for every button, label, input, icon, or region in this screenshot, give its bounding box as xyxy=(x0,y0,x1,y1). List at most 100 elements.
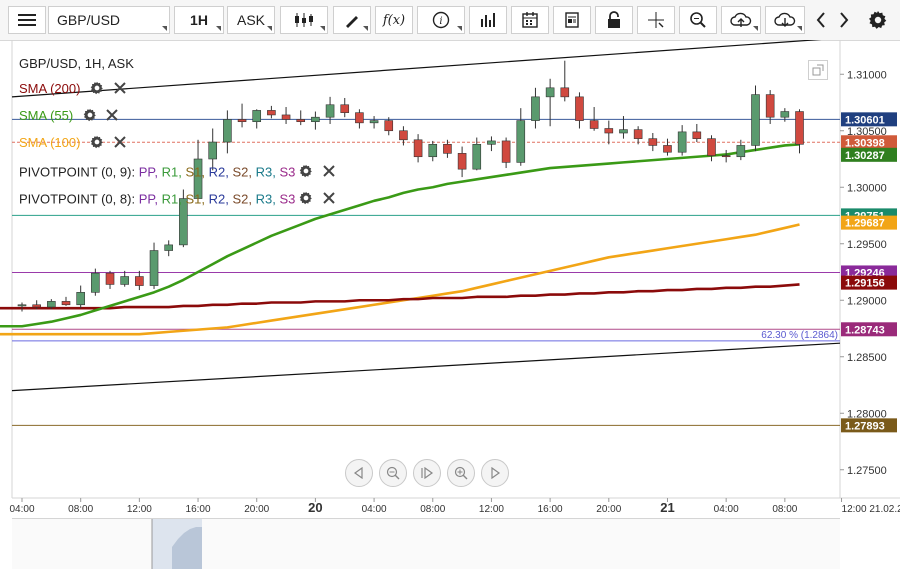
candle-body[interactable] xyxy=(267,110,276,116)
candle-body[interactable] xyxy=(355,112,364,124)
download-button[interactable] xyxy=(765,6,805,34)
candle-body[interactable] xyxy=(252,110,262,123)
candle-body[interactable] xyxy=(413,139,423,158)
candle-body[interactable] xyxy=(340,104,350,113)
candle-body[interactable] xyxy=(179,198,188,246)
candle-body[interactable] xyxy=(384,120,394,132)
candle-body[interactable] xyxy=(120,276,129,285)
candle-body[interactable] xyxy=(193,158,203,199)
candle-body[interactable] xyxy=(61,301,71,306)
candle-body[interactable] xyxy=(369,120,379,124)
price-type-select[interactable]: ASK xyxy=(227,6,275,34)
next-button[interactable] xyxy=(832,6,856,34)
bar-chart-button[interactable] xyxy=(469,6,507,34)
candle-body[interactable] xyxy=(648,138,658,146)
candle-body[interactable] xyxy=(237,119,247,123)
candle-body[interactable] xyxy=(164,244,173,251)
candle-body[interactable] xyxy=(560,87,570,98)
gear-icon[interactable] xyxy=(90,81,104,99)
draw-button[interactable] xyxy=(333,6,371,34)
sma100-line[interactable] xyxy=(0,223,800,336)
candle-body[interactable] xyxy=(428,144,438,158)
candle-body[interactable] xyxy=(765,94,775,118)
zoom-button[interactable] xyxy=(679,6,717,34)
close-icon[interactable] xyxy=(322,192,335,208)
candle-body[interactable] xyxy=(677,131,687,153)
candle-body[interactable] xyxy=(457,153,467,170)
gear-icon[interactable] xyxy=(299,164,313,182)
calendar-button[interactable] xyxy=(511,6,549,34)
upper-trendline[interactable] xyxy=(11,40,840,98)
candle-type-button[interactable] xyxy=(280,6,328,34)
candle-body[interactable] xyxy=(736,145,746,158)
overview-navigator[interactable] xyxy=(12,518,840,569)
zoom-out-button[interactable] xyxy=(379,459,407,487)
candle-body[interactable] xyxy=(47,301,56,308)
candle-body[interactable] xyxy=(751,94,760,146)
crosshair-icon xyxy=(648,12,664,28)
scroll-left-button[interactable] xyxy=(345,459,373,487)
candle-body[interactable] xyxy=(633,129,643,139)
candle-body[interactable] xyxy=(795,111,804,145)
candle-body[interactable] xyxy=(105,272,115,285)
gear-icon[interactable] xyxy=(299,191,313,209)
candle-body[interactable] xyxy=(17,304,27,307)
candle-body[interactable] xyxy=(692,131,702,139)
candle-body[interactable] xyxy=(721,155,731,158)
candle-body[interactable] xyxy=(443,144,452,154)
upload-button[interactable] xyxy=(721,6,761,34)
candle-body[interactable] xyxy=(619,129,628,134)
candle-body[interactable] xyxy=(545,87,555,98)
candle-body[interactable] xyxy=(531,96,540,121)
candle-body[interactable] xyxy=(501,140,511,163)
candle-body[interactable] xyxy=(707,138,716,156)
candle-body[interactable] xyxy=(575,96,584,121)
symbol-select[interactable]: GBP/USD xyxy=(48,6,170,34)
pivot-s1-label: S1, xyxy=(185,191,205,207)
sma55-line[interactable] xyxy=(0,143,800,328)
price-chart[interactable]: 1.31000 1.30500 1.30000 1.29500 1.29000 1.285… xyxy=(0,40,900,568)
zoom-in-icon xyxy=(454,466,468,480)
close-icon[interactable] xyxy=(113,136,126,152)
close-icon[interactable] xyxy=(322,165,335,181)
candle-body[interactable] xyxy=(399,130,408,141)
gear-icon[interactable] xyxy=(90,135,104,153)
candle-body[interactable] xyxy=(589,120,599,129)
candle-body[interactable] xyxy=(663,145,672,153)
lower-trendline[interactable] xyxy=(11,342,841,392)
candle-body[interactable] xyxy=(223,119,232,143)
menu-button[interactable] xyxy=(8,6,46,34)
candle-body[interactable] xyxy=(32,304,41,308)
candle-body[interactable] xyxy=(76,292,85,306)
close-icon[interactable] xyxy=(113,82,126,98)
info-button[interactable]: i xyxy=(417,6,465,34)
function-button[interactable]: f(x) xyxy=(375,6,413,34)
news-button[interactable] xyxy=(553,6,591,34)
candle-body[interactable] xyxy=(325,104,335,118)
gear-icon[interactable] xyxy=(83,108,97,126)
sma200-line[interactable] xyxy=(0,283,800,310)
candle-body[interactable] xyxy=(149,250,159,286)
close-icon[interactable] xyxy=(106,109,119,125)
candle-body[interactable] xyxy=(516,120,526,163)
candle-body[interactable] xyxy=(296,119,306,123)
candle-body[interactable] xyxy=(604,128,614,134)
prev-button[interactable] xyxy=(809,6,833,34)
chart-area[interactable]: 1.31000 1.30500 1.30000 1.29500 1.29000 1.285… xyxy=(0,40,900,568)
lock-button[interactable] xyxy=(595,6,633,34)
settings-button[interactable] xyxy=(864,6,892,34)
crosshair-button[interactable] xyxy=(637,6,675,34)
timeframe-select[interactable]: 1H xyxy=(174,6,224,34)
candle-body[interactable] xyxy=(311,116,320,123)
candle-body[interactable] xyxy=(281,114,291,120)
reset-view-button[interactable] xyxy=(413,459,441,487)
candle-body[interactable] xyxy=(780,111,790,118)
candle-body[interactable] xyxy=(135,276,144,286)
expand-button[interactable] xyxy=(808,60,828,80)
candle-body[interactable] xyxy=(487,140,496,145)
candle-body[interactable] xyxy=(472,144,482,170)
candle-body[interactable] xyxy=(208,141,218,160)
scroll-right-button[interactable] xyxy=(481,459,509,487)
zoom-in-button[interactable] xyxy=(447,459,475,487)
candle-body[interactable] xyxy=(91,272,100,293)
